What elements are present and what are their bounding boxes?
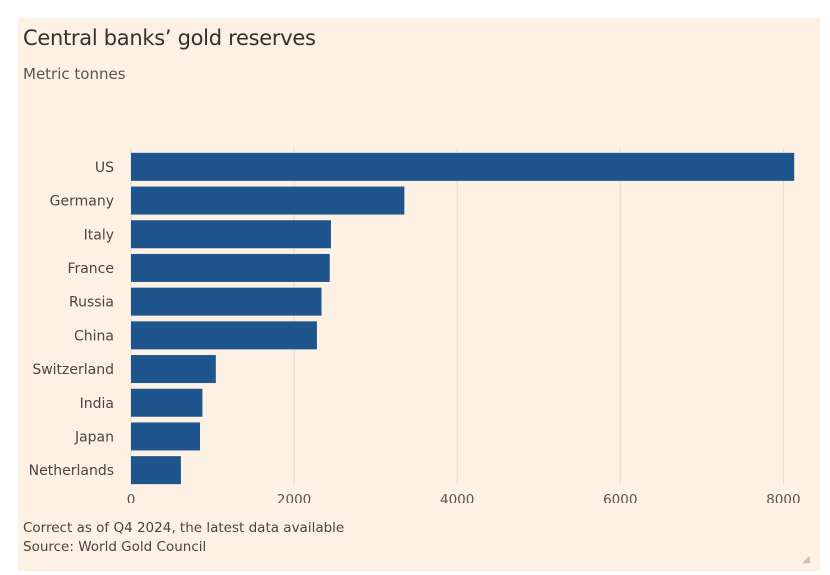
x-tick-label: 8000 bbox=[766, 492, 800, 503]
x-tick-label: 2000 bbox=[277, 492, 311, 503]
x-tick-label: 4000 bbox=[440, 492, 474, 503]
bar bbox=[131, 321, 317, 350]
bar bbox=[131, 456, 181, 485]
category-label: Switzerland bbox=[32, 362, 114, 378]
category-label: Italy bbox=[84, 227, 114, 243]
chart-subtitle: Metric tonnes bbox=[23, 65, 126, 83]
bar bbox=[131, 388, 203, 417]
bar bbox=[131, 287, 322, 316]
bar bbox=[131, 220, 331, 249]
bar bbox=[131, 422, 200, 451]
chart-footer: Correct as of Q4 2024, the latest data a… bbox=[23, 519, 344, 557]
x-tick-label: 0 bbox=[127, 492, 136, 503]
category-label: Japan bbox=[74, 429, 114, 445]
category-label: India bbox=[80, 396, 114, 412]
resize-grip-icon: ◢ bbox=[802, 554, 810, 565]
category-label: Netherlands bbox=[29, 463, 114, 479]
footer-note: Correct as of Q4 2024, the latest data a… bbox=[23, 520, 345, 536]
bar bbox=[131, 355, 216, 384]
chart-title: Central banks’ gold reserves bbox=[23, 26, 316, 50]
category-label: US bbox=[95, 160, 114, 176]
bar-chart: 0 2000 4000 6000 8000 US Germany Italy France Rus… bbox=[29, 148, 801, 503]
category-label: China bbox=[74, 328, 114, 344]
bar bbox=[131, 253, 330, 282]
category-label: Russia bbox=[69, 295, 114, 311]
chart-card: Central banks’ gold reserves Metric tonn… bbox=[18, 18, 820, 571]
footer-source: Source: World Gold Council bbox=[23, 539, 207, 555]
category-label: France bbox=[67, 261, 114, 277]
x-tick-label: 6000 bbox=[603, 492, 637, 503]
category-label: Germany bbox=[50, 194, 114, 210]
bar bbox=[131, 186, 405, 215]
bar bbox=[131, 152, 795, 181]
